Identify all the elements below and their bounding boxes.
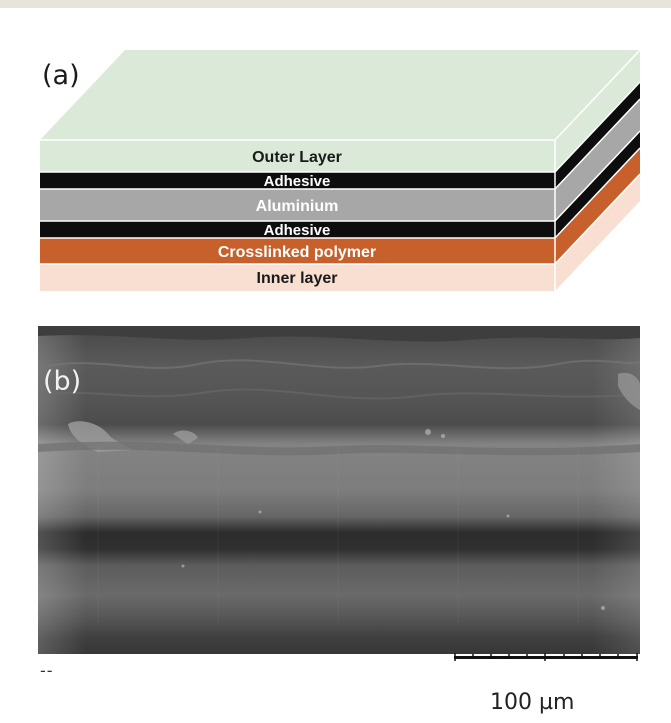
label-aluminium: Aluminium (256, 198, 339, 215)
layer-adhesive-1 (40, 172, 555, 189)
label-adhesive-2: Adhesive (264, 222, 331, 239)
label-crosslinked-polymer: Crosslinked polymer (218, 244, 376, 261)
layer-adhesive-2 (40, 221, 555, 238)
side-separator (554, 147, 641, 239)
side-adhesive-1 (555, 82, 640, 189)
side-adhesive-2 (555, 131, 640, 238)
dash-mark: -- (40, 661, 54, 680)
edge-line (40, 49, 641, 141)
layer-stack-diagram: Outer Layer Adhesive Aluminium Adhesive … (40, 49, 641, 291)
scale-bar-label: 100 µm (490, 690, 575, 715)
side-separator (554, 130, 641, 222)
scale-bar (454, 653, 638, 661)
label-inner-layer: Inner layer (257, 270, 338, 287)
side-outer (555, 50, 640, 172)
label-adhesive-1: Adhesive (264, 173, 331, 190)
side-crosslinked (555, 148, 640, 264)
side-inner (555, 174, 640, 291)
side-aluminium (555, 99, 640, 221)
sem-micrograph (38, 326, 640, 654)
layer-crosslinked (40, 238, 555, 264)
side-separator (554, 98, 641, 190)
side-separator (554, 81, 641, 173)
layer-aluminium (40, 189, 555, 221)
panel-b-label: (b) (43, 366, 82, 397)
panel-a-label: (a) (42, 60, 80, 91)
layer-outer (40, 140, 555, 172)
top-rule (0, 0, 671, 8)
layer-inner (40, 264, 555, 291)
side-separator (554, 173, 641, 265)
label-outer-layer: Outer Layer (252, 149, 342, 166)
stack-top-face (40, 50, 640, 140)
